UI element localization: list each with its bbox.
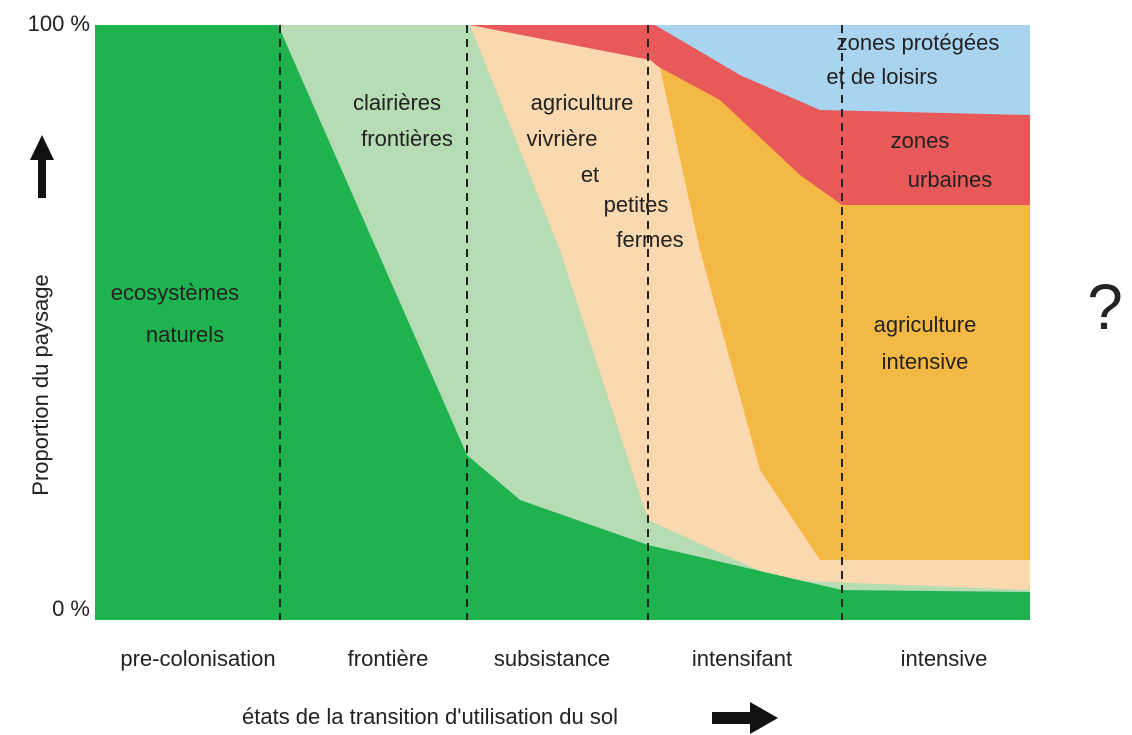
region-labels: ecosystèmes naturels clairières frontières a…	[111, 30, 1000, 374]
right-arrow	[712, 702, 778, 734]
region-label: vivrière	[527, 126, 598, 151]
x-axis-label: états de la transition d'utilisation du …	[242, 704, 618, 729]
y-bottom-label: 0 %	[52, 596, 90, 621]
areas	[95, 25, 1030, 620]
stage-label: subsistance	[494, 646, 610, 671]
region-label: agriculture	[531, 90, 634, 115]
area-natural	[95, 25, 1030, 620]
y-axis-label: Proportion du paysage	[28, 274, 53, 495]
region-label: naturels	[146, 322, 224, 347]
region-label: et de loisirs	[826, 64, 937, 89]
region-label: intensive	[882, 349, 969, 374]
region-label: fermes	[616, 227, 683, 252]
region-label: ecosystèmes	[111, 280, 239, 305]
region-label: clairières	[353, 90, 441, 115]
region-label: zones	[891, 128, 950, 153]
region-label: zones protégées	[837, 30, 1000, 55]
stage-label: frontière	[348, 646, 429, 671]
up-arrow	[30, 135, 54, 198]
region-label: frontières	[361, 126, 453, 151]
question-mark: ?	[1087, 271, 1123, 343]
stage-label: intensifant	[692, 646, 792, 671]
stage-label: intensive	[901, 646, 988, 671]
region-label: urbaines	[908, 167, 992, 192]
stage-dividers	[279, 25, 843, 620]
region-label: petites	[604, 192, 669, 217]
region-label: et	[581, 162, 599, 187]
region-label: agriculture	[874, 312, 977, 337]
y-top-label: 100 %	[28, 11, 90, 36]
stage-label: pre-colonisation	[120, 646, 275, 671]
